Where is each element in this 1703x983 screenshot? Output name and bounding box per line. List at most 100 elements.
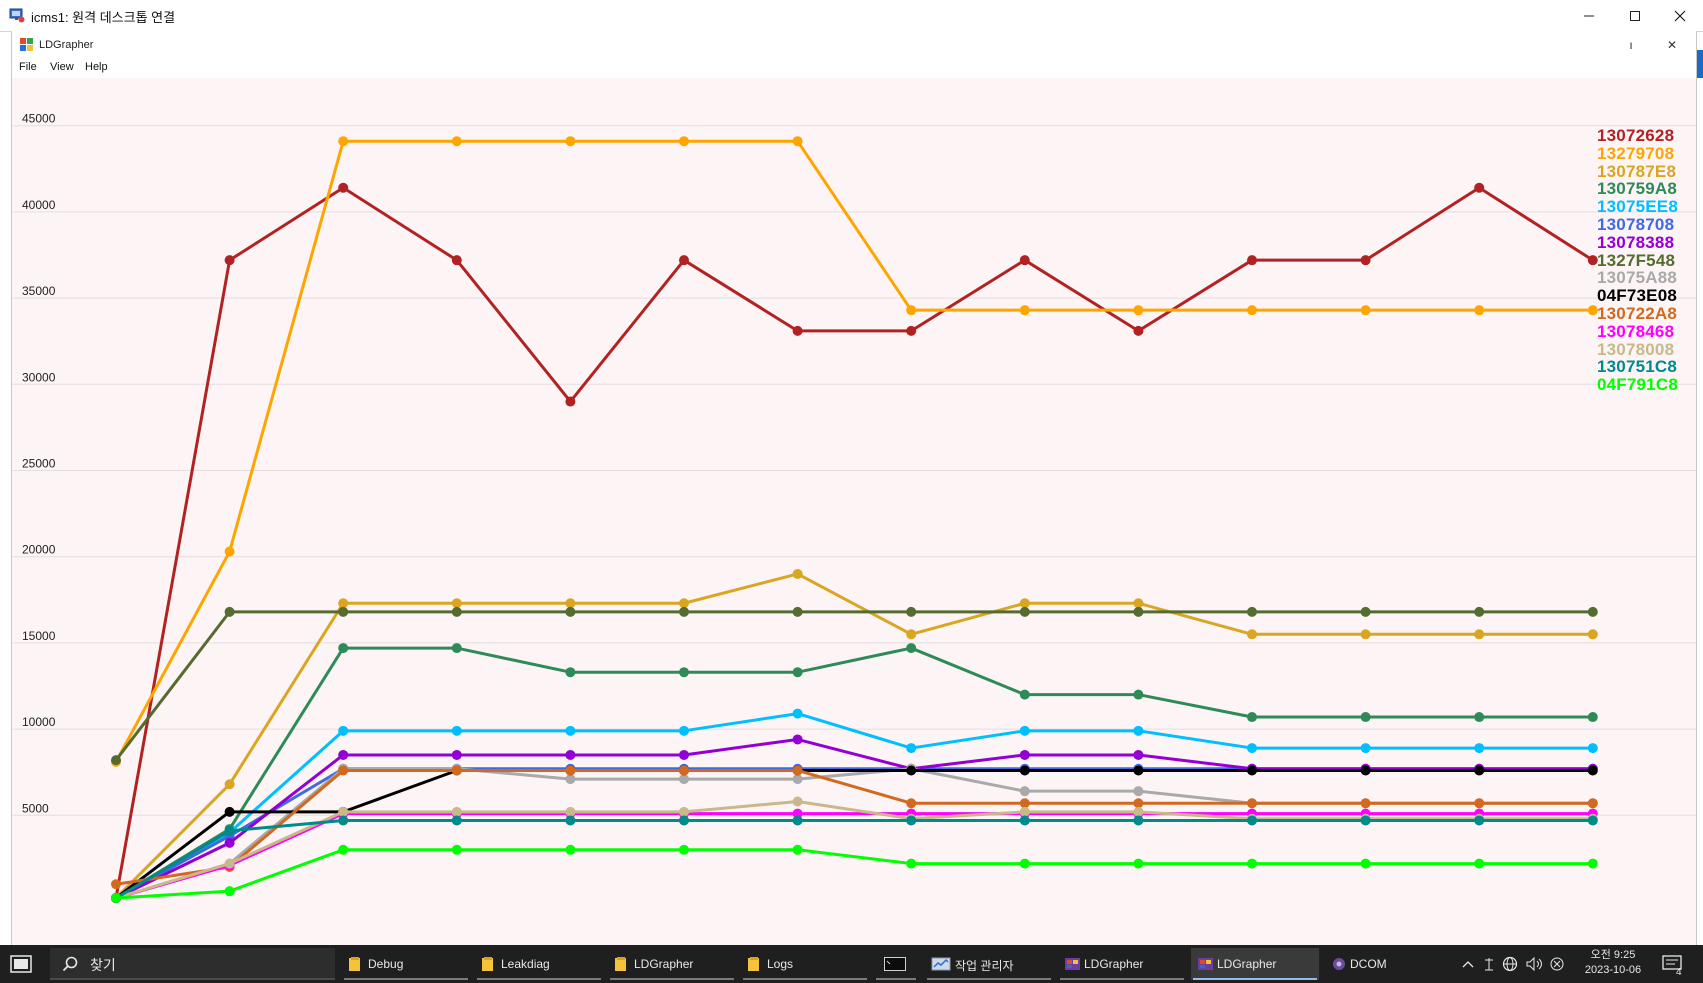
data-point-04F791C8 [111, 893, 121, 904]
data-point-130751C8 [338, 815, 349, 826]
taskbar-app-dcom[interactable]: DCOM [1324, 948, 1452, 980]
terminal-icon [884, 957, 906, 971]
remote-desktop-title: icms1: 원격 데스크톱 연결 [31, 10, 176, 25]
data-point-1327F548 [1133, 606, 1144, 617]
taskbar-search[interactable]: 찾기 [50, 948, 335, 980]
data-point-13072628 [1587, 255, 1598, 266]
data-point-04F73E08 [906, 765, 917, 776]
data-point-04F791C8 [1247, 858, 1257, 869]
data-point-13075EE8 [451, 725, 462, 736]
chevron-up-icon[interactable] [1462, 959, 1474, 969]
data-point-130751C8 [906, 815, 917, 826]
close-icon [1674, 10, 1686, 21]
volume-icon[interactable] [1526, 957, 1544, 971]
series-line-1327F548 [114, 610, 1593, 762]
data-point-130722A8 [451, 765, 462, 776]
data-point-13075A88 [1019, 786, 1030, 797]
data-point-130787E8 [565, 598, 576, 609]
series-line-130787E8 [114, 572, 1593, 900]
app-minimize-button[interactable]: ı [1611, 31, 1651, 58]
data-point-13072628 [338, 182, 349, 193]
legend-item-13072628: 13072628 [1596, 126, 1675, 145]
data-point-13072628 [451, 255, 462, 266]
taskbar-app-debug[interactable]: Debug [342, 948, 470, 980]
data-point-13075EE8 [679, 725, 689, 736]
data-point-13075EE8 [906, 743, 917, 754]
remote-desktop-titlebar: icms1: 원격 데스크톱 연결 [0, 0, 1703, 32]
chart-legend: 13072628 13279708 130787E8 130759A8 13075EE8… [1597, 127, 1678, 394]
data-point-13072628 [679, 255, 689, 266]
y-tick-label: 10000 [22, 715, 56, 729]
running-indicator [927, 978, 1051, 980]
data-point-130759A8 [1474, 712, 1485, 723]
running-indicator [743, 978, 867, 980]
data-point-1327F548 [1019, 606, 1030, 617]
series-line-13279708 [114, 139, 1593, 763]
data-point-04F791C8 [1019, 858, 1030, 869]
running-indicator [1060, 978, 1184, 980]
close-button[interactable] [1657, 0, 1703, 31]
running-indicator [610, 978, 734, 980]
app-close-icon: ✕ [1666, 37, 1678, 52]
taskbar-app-label: 작업 관리자 [955, 959, 1014, 973]
data-point-1327F548 [224, 606, 235, 617]
taskbar-app-logs[interactable]: Logs [741, 948, 869, 980]
windows-start-icon[interactable] [10, 955, 32, 973]
legend-item-13075EE8: 13075EE8 [1596, 197, 1678, 217]
data-point-13279708 [338, 136, 349, 147]
notification-button[interactable]: 4 [1660, 951, 1690, 979]
taskbar-app-ldgrapher-folder[interactable]: LDGrapher [608, 948, 736, 980]
data-point-130787E8 [1019, 598, 1030, 609]
legend-item-13078708: 13078708 [1596, 214, 1675, 234]
data-point-13279708 [1587, 305, 1598, 316]
data-point-04F791C8 [224, 886, 235, 897]
data-point-04F73E08 [1474, 765, 1485, 776]
data-point-130759A8 [679, 667, 689, 678]
menu-help[interactable]: Help [85, 61, 108, 73]
taskbar-app-label: Debug [368, 957, 404, 971]
data-point-13075EE8 [1133, 725, 1144, 736]
data-point-04F791C8 [565, 844, 576, 855]
network-icon[interactable] [1502, 956, 1520, 972]
data-point-1327F548 [451, 606, 462, 617]
series-line-130759A8 [115, 646, 1593, 900]
data-point-13078008 [679, 806, 689, 817]
data-point-04F73E08 [1360, 765, 1371, 776]
taskbar-app-ldgrapher-2[interactable]: LDGrapher [1191, 948, 1319, 980]
data-point-130751C8 [1019, 815, 1030, 826]
data-point-130751C8 [1247, 815, 1257, 826]
menu-file[interactable]: File [19, 61, 37, 73]
running-indicator [344, 978, 468, 980]
minimize-icon [1584, 15, 1594, 16]
data-point-13075EE8 [1247, 743, 1257, 754]
taskbar-clock[interactable]: 오전 9:25 2023-10-06 [1578, 948, 1648, 978]
maximize-icon [1630, 10, 1640, 21]
running-indicator [477, 978, 601, 980]
minimize-button[interactable] [1566, 0, 1612, 31]
battery-off-icon[interactable] [1550, 957, 1564, 971]
series-line-130722A8 [115, 768, 1593, 886]
data-point-13279708 [906, 305, 917, 316]
taskbar-app-ldgrapher-1[interactable]: LDGrapher [1058, 948, 1186, 980]
data-point-13075EE8 [338, 725, 349, 736]
folder-icon [349, 957, 360, 971]
data-point-130722A8 [1587, 798, 1598, 809]
data-point-130751C8 [1474, 815, 1485, 826]
app-close-button[interactable]: ✕ [1652, 31, 1692, 58]
data-point-13072628 [1247, 255, 1257, 266]
language-icon[interactable] [1482, 956, 1496, 972]
maximize-button[interactable] [1612, 0, 1658, 31]
taskbar-app-terminal[interactable] [874, 948, 918, 980]
legend-item-04F791C8: 04F791C8 [1596, 375, 1678, 395]
data-point-04F791C8 [792, 844, 803, 855]
data-point-130722A8 [338, 765, 349, 776]
taskbar-app-task-manager[interactable]: 작업 관리자 [925, 948, 1053, 980]
taskbar-app-leakdiag[interactable]: Leakdiag [475, 948, 603, 980]
data-point-1327F548 [1360, 606, 1371, 617]
menu-view[interactable]: View [50, 61, 74, 73]
data-point-130787E8 [1360, 629, 1371, 640]
data-point-04F73E08 [1587, 765, 1598, 776]
data-point-1327F548 [111, 755, 121, 766]
data-point-13072628 [1360, 255, 1371, 266]
series-line-13072628 [114, 186, 1594, 899]
